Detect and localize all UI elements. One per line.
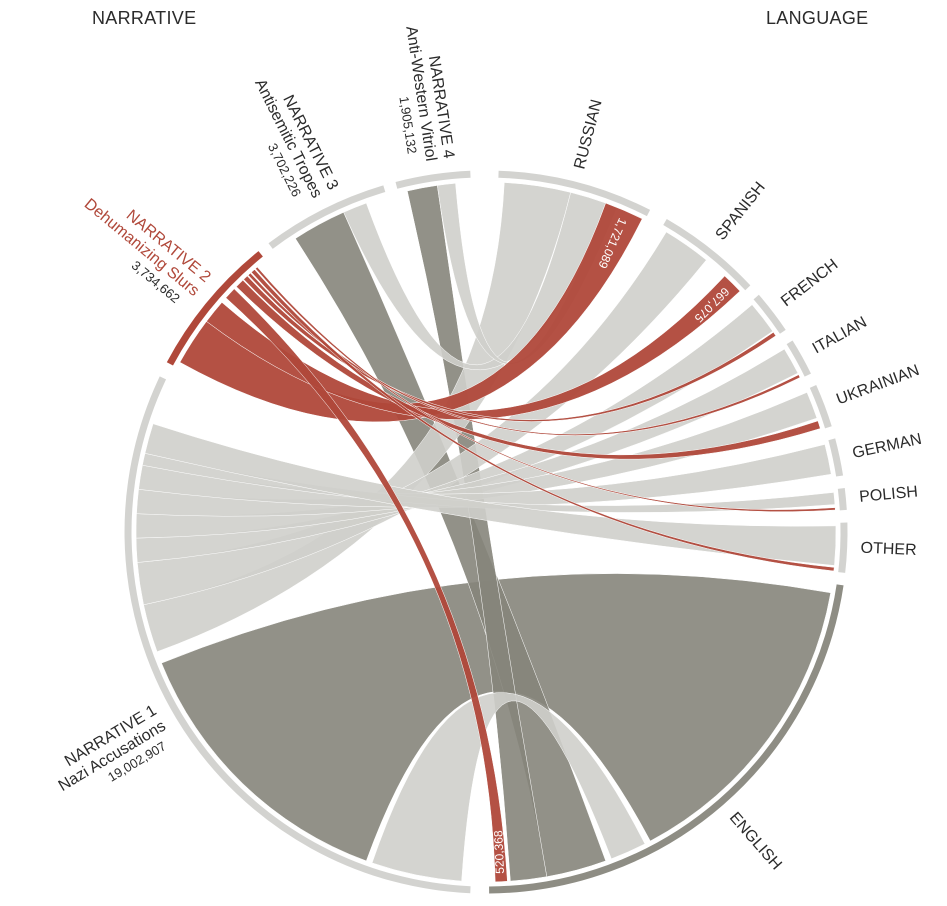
arc-n4 [395,170,471,189]
language-label-other: OTHER [860,540,917,559]
language-label-english: ENGLISH [726,809,785,873]
ribbon-n1-other [144,423,837,566]
language-label-polish: POLISH [859,484,919,506]
arc-french [753,294,786,334]
language-label-ukrainian: UKRAINIAN [834,362,922,408]
language-label-german: GERMAN [851,431,923,462]
arc-english [489,584,844,894]
outer-arcs-group [124,170,848,894]
language-label-french: FRENCH [778,256,841,310]
arc-german [828,438,844,477]
ribbons-language-group [135,182,837,882]
ribbons-highlight-group [179,202,836,883]
arc-spanish [663,218,751,291]
arc-ukrainian [809,384,832,429]
ribbon-n2-polish [255,266,836,512]
narrative-header: NARRATIVE [92,8,197,28]
ribbon-n1-english [371,692,646,882]
arc-n3 [268,185,386,249]
ribbon-n2-spanish [206,275,741,420]
ribbon-n2-other [251,269,835,572]
ribbon-n2-english [225,288,508,883]
arc-russian [498,170,651,217]
arc-n1 [124,376,471,894]
arc-n2 [166,251,263,366]
language-label-italian: ITALIAN [810,314,870,358]
ribbon-n3-russian [343,192,607,371]
ribbons-narrative-group [161,185,831,882]
arc-italian [786,340,811,377]
language-label-russian: RUSSIAN [571,98,605,171]
arc-polish [837,487,847,511]
arc-other [838,522,848,573]
language-label-spanish: SPANISH [713,179,769,244]
flow-value-english: 520,368 [491,830,507,874]
language-header: LANGUAGE [766,8,869,28]
